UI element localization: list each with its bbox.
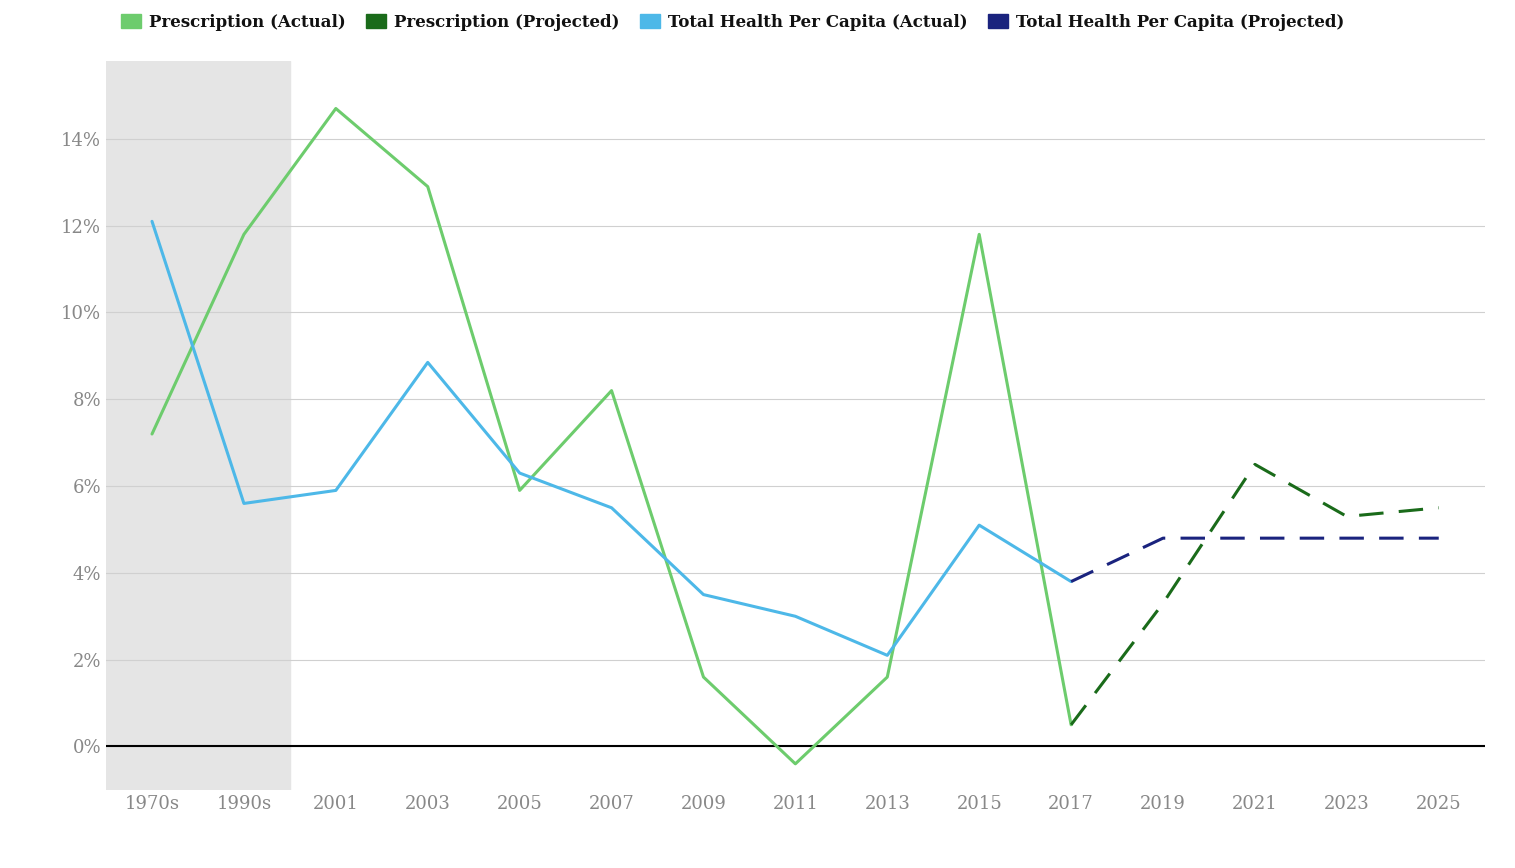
Bar	[106, 61, 289, 790]
Legend: Prescription (Actual), Prescription (Projected), Total Health Per Capita (Actual: Prescription (Actual), Prescription (Pro…	[115, 7, 1351, 37]
